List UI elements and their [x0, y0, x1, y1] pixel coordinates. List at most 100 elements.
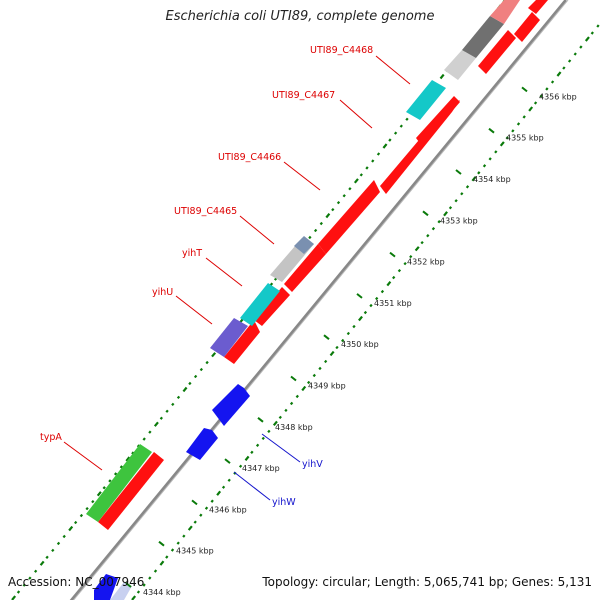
gc-tick	[324, 359, 328, 364]
gc-tick	[199, 513, 203, 517]
kbp-tick	[356, 293, 363, 299]
gene-yihV[interactable]	[212, 384, 250, 426]
gc-tick	[22, 583, 26, 587]
gc-tick	[199, 367, 203, 372]
gc-tick	[437, 220, 441, 224]
gc-tick	[45, 555, 49, 559]
gc-tick	[56, 541, 61, 546]
gene-UTI89_C4468[interactable]	[478, 30, 516, 74]
connector-C4468	[375, 55, 411, 85]
connector-C4467	[339, 99, 373, 129]
feature-yihT-cyan[interactable]	[240, 283, 280, 326]
gene-yihT[interactable]	[254, 287, 290, 326]
gc-tick	[238, 464, 243, 468]
gc-tick	[369, 303, 373, 308]
kbp-label: 4348 kbp	[275, 423, 313, 432]
gc-tick	[443, 211, 448, 217]
gc-tick	[108, 479, 112, 483]
gc-tick	[414, 246, 420, 252]
gene-bottom-blue[interactable]	[94, 574, 118, 600]
feature-steel[interactable]	[294, 236, 314, 254]
gc-tick	[148, 430, 152, 434]
backbone-line	[69, 0, 568, 600]
gene-UTI89_C4466[interactable]	[318, 180, 380, 254]
gene-UTI89_C4465[interactable]	[284, 244, 326, 292]
feature-gray-2[interactable]	[444, 50, 476, 80]
gc-tick	[125, 456, 131, 462]
gc-tick	[567, 59, 572, 63]
kbp-label: 4356 kbp	[539, 92, 577, 101]
gc-tick	[365, 166, 369, 170]
gc-tick	[176, 541, 180, 545]
gc-tick	[363, 310, 368, 315]
gc-tick	[193, 520, 197, 524]
kbp-label: 4355 kbp	[506, 134, 544, 143]
gc-tick	[399, 124, 403, 128]
feature-pink[interactable]	[490, 0, 520, 24]
gc-tick	[28, 576, 32, 580]
gc-tick	[319, 221, 323, 226]
gene-top-2[interactable]	[528, 0, 548, 14]
kbp-tick	[191, 499, 198, 506]
gc-tick	[342, 194, 346, 198]
gc-tick	[211, 352, 217, 358]
gene-UTI89_C4467b[interactable]	[416, 96, 460, 146]
gc-tick	[159, 416, 163, 420]
kbp-tick	[488, 127, 495, 134]
gc-tick	[460, 192, 464, 196]
gc-tick	[295, 394, 299, 399]
gc-tick	[329, 350, 335, 357]
gc-tick	[289, 401, 294, 406]
gc-tick	[301, 385, 307, 392]
gc-tick	[188, 381, 192, 386]
label-yihV: yihV	[302, 459, 323, 470]
gene-yihW[interactable]	[186, 428, 218, 460]
feature-yihU-purple[interactable]	[210, 318, 248, 357]
gc-tick	[448, 206, 453, 210]
kbp-tick	[257, 417, 264, 423]
gene-yihU[interactable]	[224, 320, 260, 364]
gc-tick	[85, 506, 89, 511]
feature-C4467-cyan[interactable]	[406, 80, 446, 120]
kbp-label: 4345 kbp	[176, 547, 214, 556]
connector-yihU	[175, 295, 213, 325]
kbp-tick	[455, 169, 462, 175]
gene-typA[interactable]	[98, 452, 164, 530]
gc-tick	[579, 45, 583, 49]
gc-tick	[74, 520, 78, 525]
gene-top-1[interactable]	[514, 12, 540, 42]
label-UTI89_C4465: UTI89_C4465	[174, 206, 237, 217]
gc-tick	[205, 360, 209, 365]
gc-tick	[39, 560, 45, 566]
gc-tick	[91, 499, 95, 504]
gc-tick	[313, 228, 318, 233]
kbp-tick	[521, 86, 528, 93]
gc-tick	[405, 117, 409, 121]
connector-typA	[63, 441, 103, 471]
gc-tick	[62, 534, 66, 539]
gc-tick	[51, 548, 55, 553]
gc-tick	[148, 576, 152, 580]
connector-yihV	[261, 433, 301, 463]
feature-dark-gray[interactable]	[462, 16, 504, 58]
gc-tick	[331, 207, 335, 212]
feature-typA-green[interactable]	[86, 444, 152, 522]
gc-tick	[336, 200, 341, 205]
gc-tick	[352, 324, 356, 329]
gene-labels: UTI89_C4468 UTI89_C4467 UTI89_C4466 UTI8…	[40, 45, 373, 508]
gc-tick	[272, 420, 278, 426]
label-UTI89_C4466: UTI89_C4466	[218, 152, 281, 163]
kbp-tick	[422, 210, 429, 217]
connector-yihT	[205, 257, 243, 287]
gc-tick	[341, 338, 345, 343]
gc-tick	[102, 486, 106, 490]
kbp-label: 4347 kbp	[242, 464, 280, 473]
gc-tick	[346, 331, 350, 336]
kbp-label: 4346 kbp	[209, 505, 247, 514]
gene-bottom-light[interactable]	[110, 582, 132, 600]
map-title: Escherichia coli UTI89, complete genome	[165, 9, 435, 24]
connector-yihW	[233, 471, 271, 501]
label-typA: typA	[40, 432, 62, 443]
gc-tick	[255, 443, 260, 447]
